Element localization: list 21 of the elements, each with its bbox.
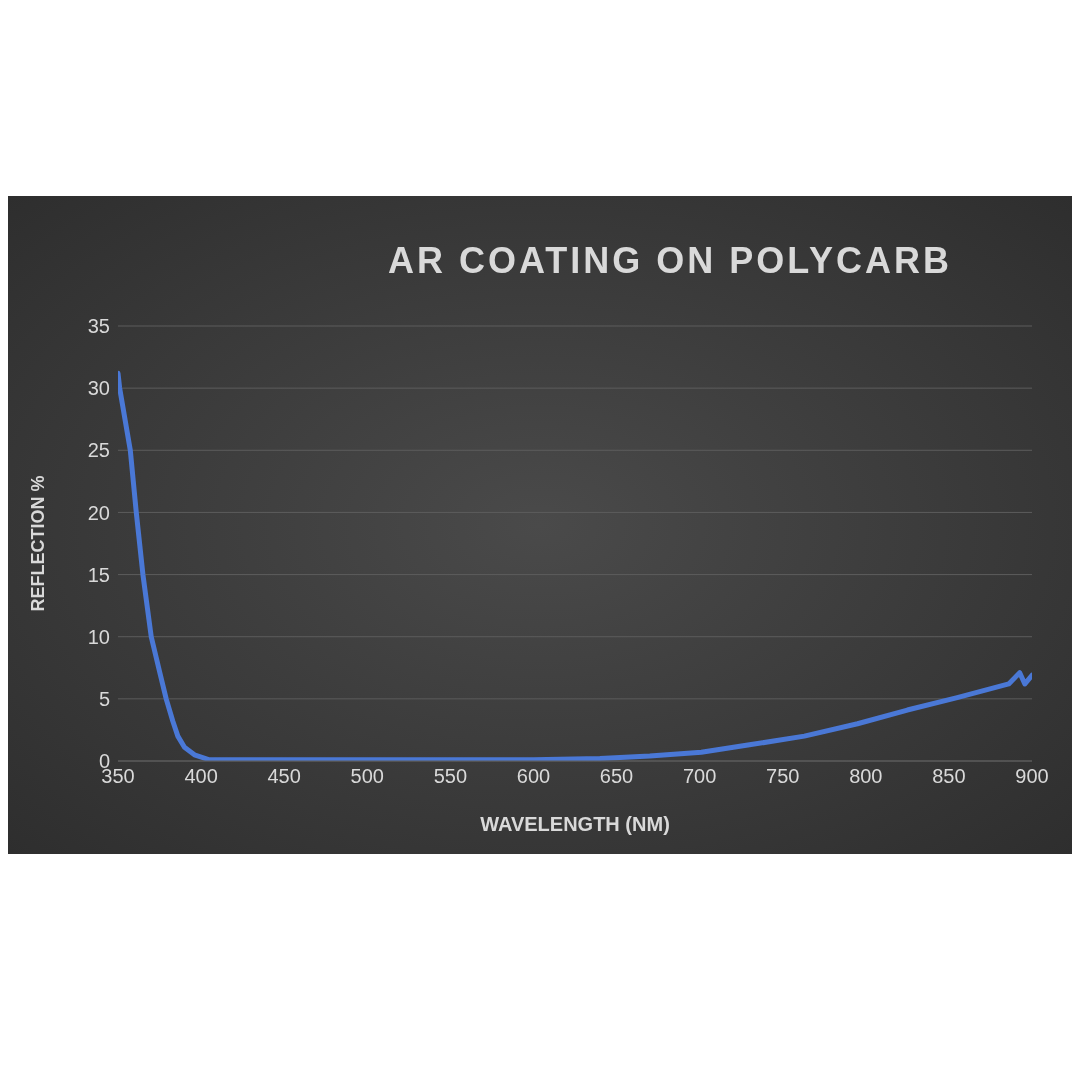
x-tick-label: 400	[184, 765, 218, 788]
x-tick-label: 450	[267, 765, 301, 788]
y-tick-label: 5	[98, 687, 110, 710]
y-axis-title: REFLECTION %	[28, 475, 49, 612]
x-tick-label: 650	[599, 765, 634, 788]
x-axis-title: WAVELENGTH (NM)	[480, 813, 670, 835]
x-tick-label: 900	[1015, 765, 1049, 788]
y-tick-label: 20	[87, 501, 110, 524]
x-tick-label: 800	[849, 765, 883, 788]
x-tick-label: 500	[350, 765, 384, 788]
chart-title: AR COATING ON POLYCARB	[387, 240, 953, 282]
x-tick-label: 550	[433, 765, 468, 788]
y-tick-label: 15	[87, 563, 110, 586]
x-tick-label: 700	[682, 765, 717, 788]
y-tick-label: 35	[87, 315, 110, 338]
x-tick-label: 750	[766, 765, 800, 788]
y-tick-label: 30	[87, 377, 110, 400]
x-tick-label: 600	[516, 765, 551, 788]
y-tick-label: 25	[87, 439, 110, 462]
x-tick-label: 850	[932, 765, 966, 788]
y-tick-label: 10	[87, 625, 110, 648]
